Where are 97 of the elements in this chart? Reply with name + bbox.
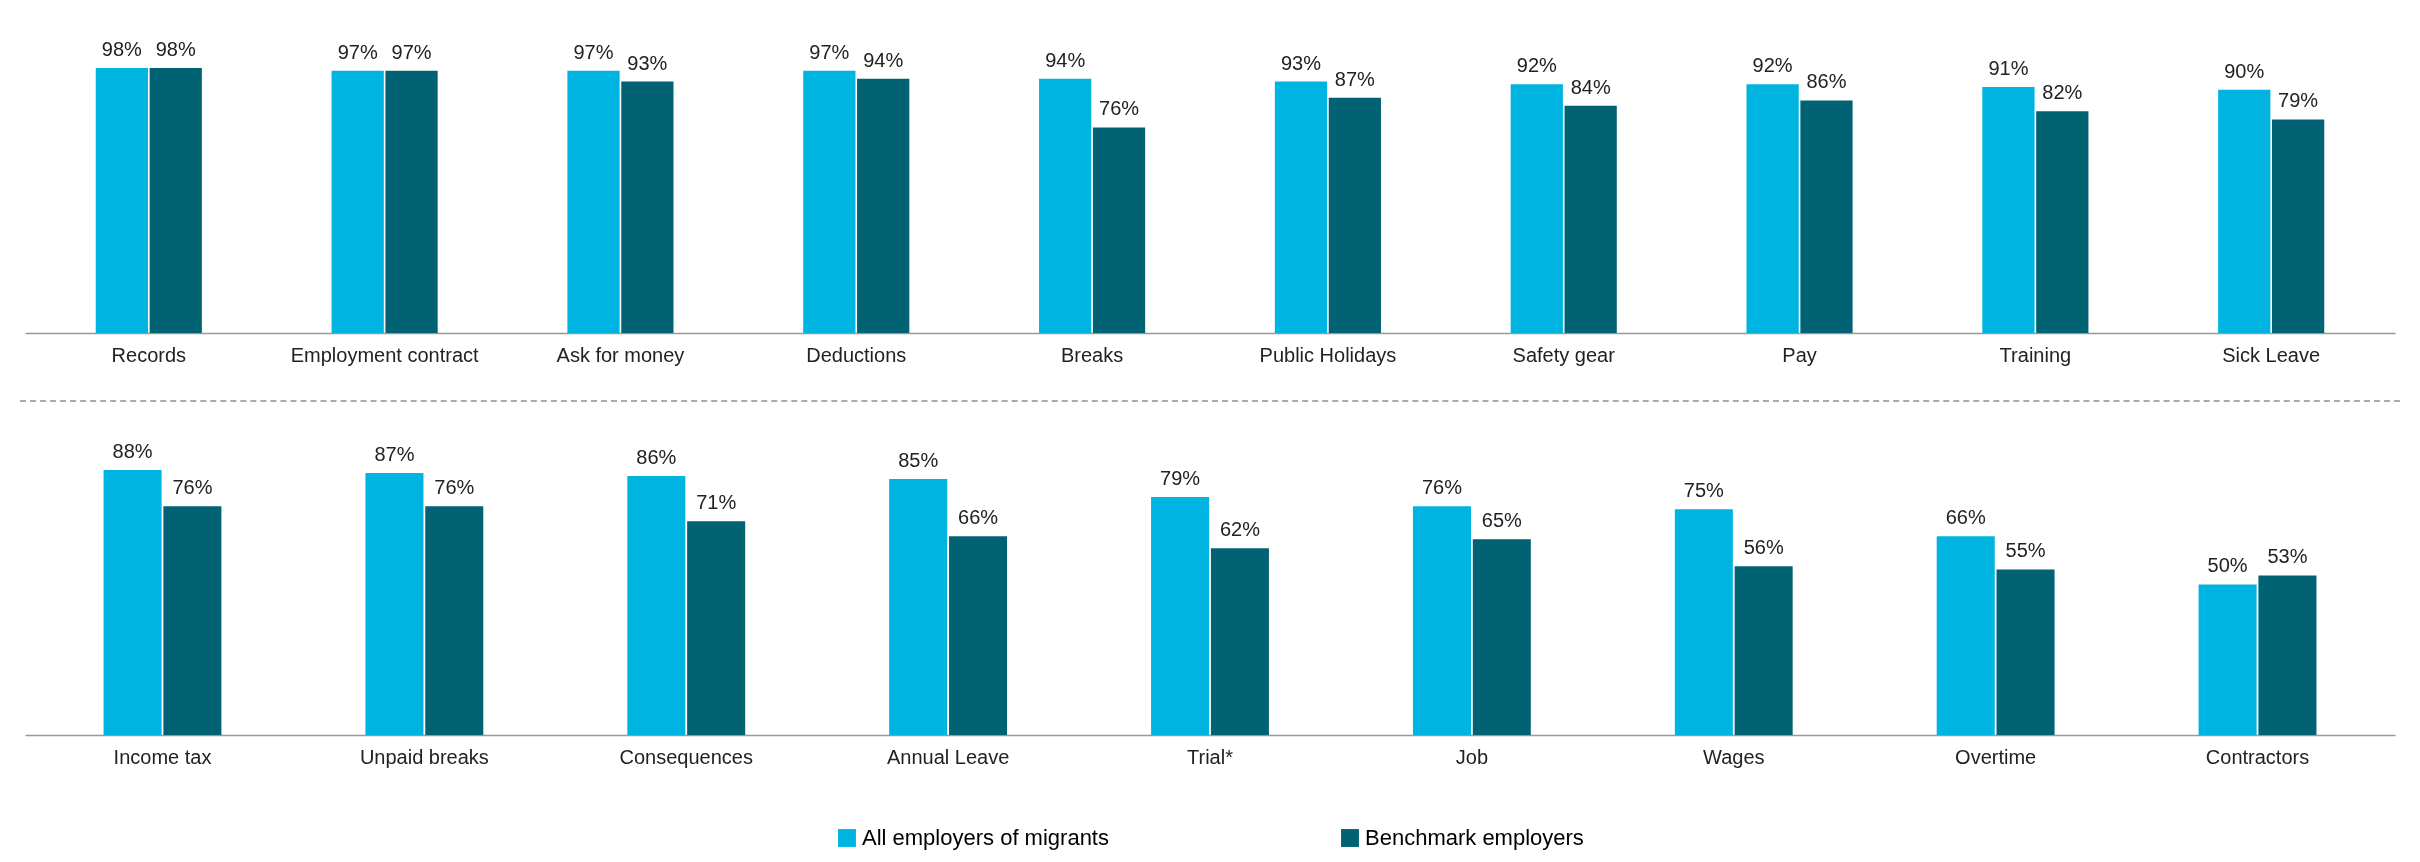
bar (385, 70, 438, 333)
bar (1674, 509, 1733, 735)
data-label: 65% (1481, 509, 1523, 532)
data-label: 79% (1160, 467, 1201, 490)
bar (1746, 84, 1799, 333)
bar (1982, 86, 2035, 333)
bar (2272, 119, 2325, 333)
data-label: 86% (1806, 70, 1847, 93)
x-tick-label: Trial* (1187, 745, 1234, 768)
bar (149, 68, 202, 333)
bar (949, 536, 1008, 735)
bar (857, 78, 910, 333)
data-label: 88% (112, 440, 153, 462)
bar (331, 70, 384, 333)
bar (95, 68, 148, 333)
bar (687, 521, 746, 735)
x-tick-label: Pay (1782, 343, 1817, 366)
bar (567, 70, 620, 333)
data-label: 50% (2207, 554, 2248, 577)
bar (425, 506, 484, 735)
x-tick-label: Annual Leave (886, 745, 1010, 768)
bar (1734, 566, 1793, 735)
bar (103, 470, 162, 735)
data-label: 94% (863, 48, 904, 71)
data-label: 75% (1683, 479, 1725, 502)
bar (2198, 584, 2257, 735)
data-label: 90% (2224, 59, 2265, 82)
bar (627, 476, 686, 735)
data-label: 93% (1280, 51, 1322, 74)
bar (2258, 575, 2317, 735)
bar (1412, 506, 1471, 735)
data-label: 92% (1752, 54, 1793, 77)
legend-label: Benchmark employers (1365, 825, 1584, 850)
data-label: 92% (1516, 54, 1558, 77)
data-label: 97% (391, 40, 432, 63)
data-label: 97% (809, 40, 850, 63)
data-label: 91% (1988, 56, 2029, 79)
x-tick-label: Contractors (2205, 745, 2310, 768)
x-tick-label: Safety gear (1512, 343, 1616, 366)
bar (803, 70, 856, 333)
data-label: 76% (172, 476, 213, 499)
data-label: 87% (1334, 67, 1376, 90)
x-tick-label: Consequences (619, 745, 753, 768)
bar (1564, 105, 1617, 333)
data-label: 87% (374, 443, 415, 466)
bar (1996, 569, 2055, 735)
data-label: 98% (155, 38, 196, 60)
bar (163, 506, 222, 735)
x-tick-label: Training (1999, 343, 2072, 366)
data-label: 66% (958, 506, 999, 529)
x-tick-label: Public Holidays (1259, 343, 1397, 366)
x-tick-label: Deductions (806, 343, 907, 366)
x-tick-label: Overtime (1955, 745, 2037, 768)
bar (1092, 127, 1146, 333)
x-tick-label: Job (1455, 745, 1488, 768)
data-label: 56% (1743, 536, 1784, 559)
data-label: 55% (2005, 539, 2046, 562)
bar (1328, 97, 1381, 333)
data-label: 71% (696, 491, 737, 514)
x-tick-label: Sick Leave (2222, 343, 2321, 366)
bar (365, 473, 424, 735)
data-label: 62% (1219, 518, 1261, 541)
data-label: 93% (627, 51, 668, 74)
data-label: 82% (2042, 81, 2083, 104)
bar (621, 81, 674, 333)
data-label: 53% (2267, 545, 2308, 568)
bar (1151, 497, 1210, 735)
data-label: 76% (1099, 97, 1140, 120)
x-tick-label: Breaks (1060, 343, 1124, 366)
x-tick-label: Employment contract (290, 343, 479, 366)
bar (1800, 100, 1853, 333)
bar (889, 479, 948, 735)
x-tick-label: Unpaid breaks (359, 745, 489, 768)
bar (1472, 539, 1531, 735)
data-label: 97% (337, 40, 378, 63)
data-label: 76% (434, 476, 475, 499)
data-label: 66% (1945, 506, 1986, 529)
data-label: 84% (1570, 75, 1611, 98)
data-label: 97% (573, 40, 614, 63)
bar (1936, 536, 1995, 735)
data-label: 76% (1421, 476, 1463, 499)
x-tick-label: Ask for money (556, 343, 685, 366)
bar (2036, 111, 2089, 333)
data-label: 98% (101, 38, 143, 60)
bar (1210, 548, 1269, 735)
data-label: 86% (636, 446, 677, 469)
x-tick-label: Wages (1703, 745, 1765, 768)
bar (1274, 81, 1328, 333)
x-tick-label: Records (111, 343, 187, 366)
bar (1039, 78, 1092, 333)
legend-label: All employers of migrants (862, 825, 1109, 850)
data-label: 94% (1045, 48, 1086, 71)
bar (1510, 84, 1563, 333)
data-label: 85% (898, 449, 939, 472)
bar (2218, 89, 2271, 333)
x-tick-label: Income tax (113, 745, 212, 768)
data-label: 79% (2278, 89, 2319, 112)
